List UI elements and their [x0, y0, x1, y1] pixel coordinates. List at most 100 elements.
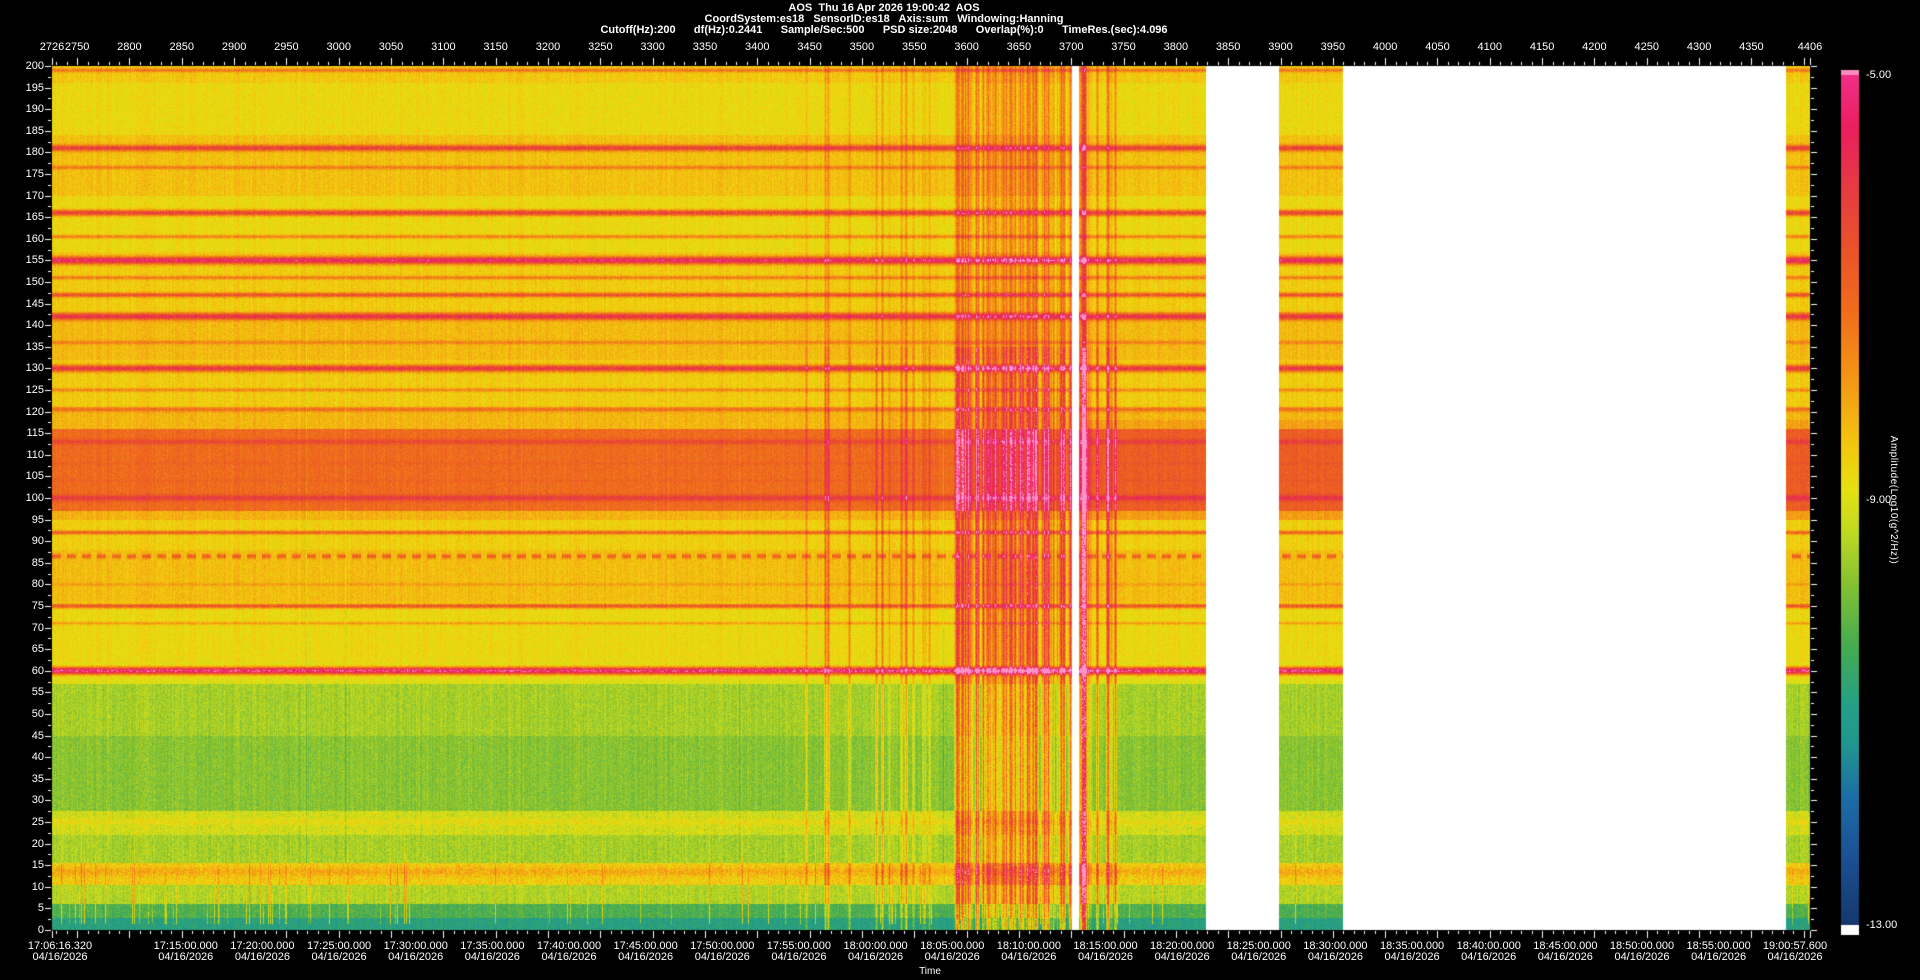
frequency-tick-label: 95 [31, 513, 44, 526]
record-tick-label: 3800 [1163, 41, 1189, 53]
record-tick-label: 3200 [535, 41, 561, 53]
time-tick-label: 18:40:00.000 04/16/2026 [1456, 940, 1521, 963]
time-tick-label: 17:06:16.320 04/16/2026 [27, 940, 93, 963]
header-title-line: AOS Thu 16 Apr 2026 19:00:42 AOS [788, 2, 980, 14]
time-axis-title: Time [919, 966, 941, 977]
frequency-tick-label: 190 [25, 103, 44, 116]
frequency-tick-label: 200 [25, 60, 44, 72]
time-tick-label: 19:00:57.600 04/16/2026 [1762, 940, 1828, 963]
date-tick-label: 04/16/2026 [694, 951, 750, 963]
time-tick-label: 17:30:00.000 04/16/2026 [383, 940, 448, 963]
record-tick-label: 3500 [849, 41, 875, 53]
time-tick-label: 18:20:00.000 04/16/2026 [1150, 940, 1215, 963]
header-acquisition-params: CoordSystem:es18 SensorID:es18 Axis:sum … [704, 13, 1064, 25]
record-tick-label: 3400 [745, 41, 770, 53]
frequency-tick-label: 30 [31, 794, 44, 807]
frequency-tick-label: 145 [25, 297, 44, 310]
record-tick-label: 4150 [1529, 41, 1555, 53]
date-tick-label: 04/16/2026 [1537, 951, 1593, 963]
record-tick-label: 3600 [954, 41, 979, 53]
record-tick-label: 2850 [169, 41, 194, 53]
frequency-tick-label: 100 [25, 492, 44, 504]
record-tick-label: 3250 [588, 41, 613, 53]
date-tick-label: 04/16/2026 [1691, 951, 1747, 963]
time-tick-label: 17:15:00.000 04/16/2026 [153, 940, 218, 963]
time-tick-label: 17:55:00.000 04/16/2026 [766, 940, 832, 963]
frequency-tick-label: 10 [31, 880, 44, 893]
frequency-tick-label: 40 [31, 751, 44, 764]
date-tick-label: 04/16/2026 [388, 951, 444, 963]
record-tick-label: 4050 [1425, 41, 1450, 53]
date-tick-label: 04/16/2026 [158, 951, 214, 963]
record-tick-label: 3850 [1215, 41, 1241, 53]
date-tick-label: 04/16/2026 [464, 951, 520, 963]
frequency-tick-label: 45 [31, 729, 44, 742]
record-tick-label: 3150 [483, 41, 508, 53]
time-tick-label: 18:25:00.000 04/16/2026 [1226, 940, 1291, 963]
record-tick-label: 3700 [1058, 41, 1084, 53]
frequency-tick-label: 20 [31, 837, 44, 850]
time-tick-label: 17:20:00.000 04/16/2026 [230, 940, 295, 963]
record-tick-label: 3950 [1320, 41, 1346, 53]
colorbar-tick-label: -13.00 [1866, 919, 1898, 931]
time-tick-label: 18:05:00.000 04/16/2026 [920, 940, 985, 963]
date-tick-label: 04/16/2026 [541, 951, 597, 963]
date-tick-label: 04/16/2026 [1767, 951, 1823, 963]
frequency-tick-label: 50 [31, 708, 44, 720]
frequency-tick-label: 80 [31, 578, 44, 591]
date-tick-label: 04/16/2026 [1001, 951, 1057, 963]
frequency-tick-label: 185 [25, 124, 44, 137]
record-tick-label: 2726 [39, 41, 65, 53]
frequency-tick-label: 130 [25, 362, 44, 375]
record-tick-label: 4350 [1739, 41, 1764, 53]
frequency-tick-label: 75 [31, 600, 44, 612]
record-tick-label: 4250 [1634, 41, 1659, 53]
header-processing-params: Cutoff(Hz):200 df(Hz):0.2441 Sample/Sec:… [600, 24, 1168, 36]
record-tick-label: 2750 [64, 41, 90, 53]
frequency-tick-label: 120 [25, 405, 44, 418]
record-tick-label: 4406 [1797, 41, 1823, 53]
time-tick-label: 18:45:00.000 04/16/2026 [1533, 940, 1598, 963]
record-tick-label: 3650 [1006, 41, 1032, 53]
date-tick-label: 04/16/2026 [1307, 951, 1363, 963]
frequency-tick-label: 5 [37, 902, 44, 915]
time-tick-label: 17:40:00.000 04/16/2026 [536, 940, 602, 963]
date-tick-label: 04/16/2026 [1614, 951, 1670, 963]
frequency-tick-label: 135 [25, 340, 44, 353]
date-tick-label: 04/16/2026 [1077, 951, 1134, 963]
date-tick-label: 04/16/2026 [311, 951, 367, 963]
time-tick-label: 17:45:00.000 04/16/2026 [613, 940, 678, 963]
time-tick-label: 18:50:00.000 04/16/2026 [1609, 940, 1675, 963]
time-tick-label: 17:50:00.000 04/16/2026 [690, 940, 755, 963]
record-tick-label: 3300 [640, 41, 665, 53]
record-tick-label: 3100 [431, 41, 456, 53]
frequency-tick-label: 175 [25, 168, 44, 180]
frequency-tick-label: 25 [31, 816, 44, 828]
time-tick-label: 17:35:00.000 04/16/2026 [460, 940, 525, 963]
frequency-tick-label: 160 [25, 232, 44, 245]
record-tick-label: 3550 [902, 41, 927, 53]
frequency-tick-label: 0 [37, 924, 44, 936]
frequency-tick-label: 155 [25, 254, 44, 267]
frequency-tick-label: 170 [25, 189, 44, 202]
date-tick-label: 04/16/2026 [1231, 951, 1287, 963]
frequency-tick-label: 180 [25, 146, 44, 159]
record-tick-label: 3900 [1268, 41, 1293, 53]
frequency-tick-label: 195 [25, 81, 44, 94]
record-tick-label: 4300 [1686, 41, 1712, 53]
time-tick-label: 18:35:00.000 04/16/2026 [1379, 940, 1445, 963]
frequency-tick-label: 140 [25, 319, 44, 332]
time-tick-label: 18:55:00.000 04/16/2026 [1686, 940, 1751, 963]
record-tick-label: 4100 [1477, 41, 1503, 53]
frequency-tick-label: 15 [31, 859, 44, 872]
record-tick-label: 3750 [1111, 41, 1136, 53]
frequency-tick-label: 60 [31, 664, 44, 677]
frequency-tick-label: 150 [25, 276, 44, 288]
frequency-tick-label: 85 [31, 556, 44, 569]
date-tick-label: 04/16/2026 [32, 951, 88, 963]
colorbar-tick-label: -5.00 [1866, 69, 1892, 81]
frequency-tick-label: 65 [31, 643, 44, 656]
colorbar-tick-label: -9.00 [1866, 494, 1892, 506]
